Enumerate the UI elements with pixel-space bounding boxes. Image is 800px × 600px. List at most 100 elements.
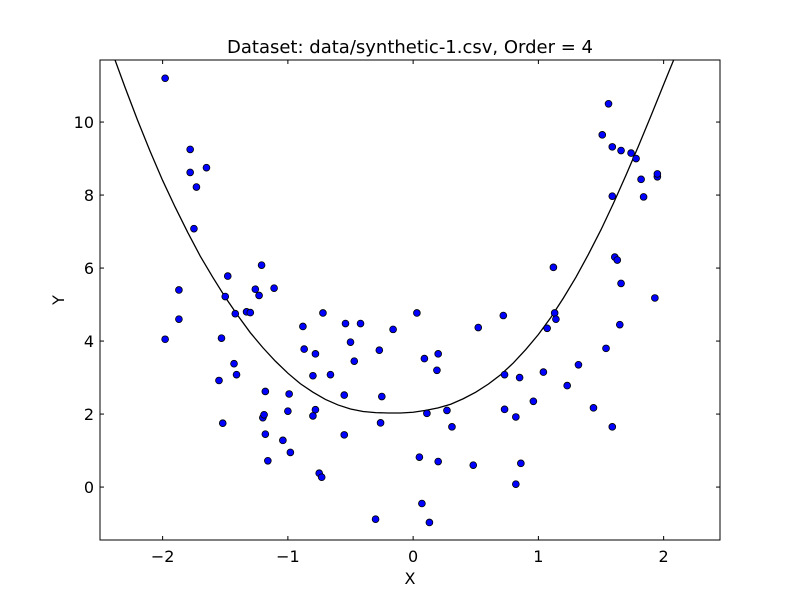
data-point	[434, 350, 442, 358]
data-point	[598, 131, 607, 139]
data-point	[286, 448, 295, 457]
data-point	[341, 319, 350, 328]
y-tick-label: 4	[84, 332, 94, 351]
data-point	[319, 309, 327, 317]
data-point	[261, 430, 270, 438]
data-point	[512, 480, 520, 488]
data-point	[443, 406, 451, 415]
data-point	[340, 391, 349, 399]
x-tick-label: −1	[276, 547, 300, 566]
data-point	[613, 256, 622, 264]
data-point	[517, 459, 525, 468]
data-point	[186, 168, 194, 177]
data-point	[474, 323, 483, 332]
data-point	[223, 272, 232, 280]
data-point	[375, 346, 384, 354]
data-point	[284, 407, 292, 415]
data-point	[574, 360, 583, 369]
data-point	[230, 359, 238, 368]
data-point	[627, 149, 635, 157]
data-point	[543, 324, 551, 333]
data-point	[232, 370, 241, 379]
data-point	[500, 405, 509, 414]
y-tick-label: 10	[74, 113, 94, 132]
data-point	[161, 74, 169, 83]
data-point	[340, 431, 349, 439]
data-point	[550, 309, 559, 317]
data-point	[425, 518, 434, 527]
data-point	[255, 291, 263, 300]
x-tick-label: −2	[151, 547, 175, 566]
data-point	[608, 143, 617, 151]
data-point	[371, 515, 380, 523]
data-point	[346, 338, 355, 346]
data-point	[639, 193, 648, 201]
data-point	[264, 456, 272, 465]
data-point	[448, 423, 456, 431]
data-point	[602, 344, 610, 353]
data-point	[231, 309, 240, 318]
data-point	[632, 154, 640, 163]
data-point	[589, 404, 598, 412]
data-point	[260, 410, 268, 419]
data-point	[261, 387, 270, 396]
data-point	[311, 405, 320, 414]
data-point	[300, 345, 308, 353]
data-point	[257, 261, 266, 269]
data-point	[415, 453, 424, 461]
data-point	[317, 473, 326, 482]
x-tick-label: 0	[408, 547, 418, 566]
data-point	[549, 263, 558, 272]
data-point	[637, 175, 645, 184]
data-point	[608, 192, 617, 200]
data-point	[604, 100, 613, 108]
y-axis-ticks: 0 2 4 6 8 10	[74, 113, 720, 497]
plot-area	[114, 60, 675, 527]
data-point	[311, 350, 320, 358]
y-axis-title: Y	[49, 295, 68, 306]
data-point	[161, 335, 169, 344]
data-point	[539, 368, 548, 376]
data-point	[529, 397, 538, 406]
data-point	[356, 319, 365, 328]
data-point	[512, 413, 520, 421]
data-point	[651, 294, 659, 302]
data-point	[389, 325, 397, 334]
data-point	[309, 412, 317, 420]
chart-title: Dataset: data/synthetic-1.csv, Order = 4	[227, 37, 593, 58]
data-point	[420, 354, 429, 363]
data-point	[326, 370, 335, 379]
data-point	[246, 308, 255, 317]
data-point	[285, 390, 293, 398]
data-point	[617, 279, 625, 288]
data-point	[563, 381, 571, 390]
data-point	[309, 371, 317, 380]
data-point	[413, 309, 421, 317]
data-point	[175, 315, 183, 323]
data-point	[617, 146, 625, 155]
axes-frame	[99, 59, 721, 541]
data-point	[251, 285, 260, 294]
y-tick-label: 0	[84, 478, 94, 497]
data-point	[215, 376, 223, 385]
y-tick-label: 6	[84, 259, 94, 278]
data-point	[615, 320, 624, 329]
data-point	[515, 373, 524, 382]
data-point	[221, 292, 230, 301]
data-point	[418, 499, 426, 508]
fit-curve-line	[114, 60, 675, 414]
data-point	[202, 163, 211, 172]
x-axis-title: X	[405, 569, 416, 588]
data-point	[423, 409, 431, 418]
data-point	[190, 224, 198, 233]
data-point	[192, 183, 201, 191]
data-point	[500, 370, 509, 379]
x-tick-label: 2	[659, 547, 669, 566]
data-point	[434, 457, 442, 466]
data-point	[299, 322, 307, 331]
data-point	[218, 419, 227, 427]
data-point	[186, 145, 194, 154]
y-tick-label: 8	[84, 186, 94, 205]
